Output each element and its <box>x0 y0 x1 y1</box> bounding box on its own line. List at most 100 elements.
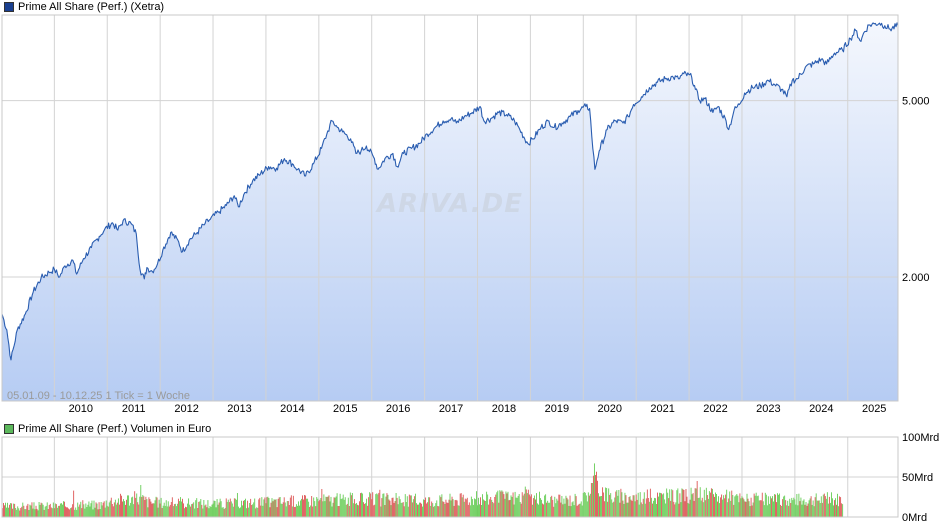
volume-bar <box>575 496 577 517</box>
volume-bar <box>568 505 570 517</box>
volume-bar <box>734 496 736 517</box>
volume-bar <box>555 503 557 517</box>
volume-bar <box>467 504 469 517</box>
volume-bar <box>52 502 54 517</box>
volume-bar <box>727 502 729 517</box>
volume-bar <box>98 502 100 517</box>
volume-bar <box>635 494 637 517</box>
volume-bar <box>229 498 231 517</box>
volume-bar <box>77 502 79 517</box>
volume-bar <box>203 500 205 517</box>
volume-bar <box>182 498 183 517</box>
main-chart-title: Prime All Share (Perf.) (Xetra) <box>18 1 165 13</box>
volume-bar <box>183 503 184 517</box>
volume-bar <box>632 495 634 517</box>
volume-bar <box>320 498 322 517</box>
volume-bar <box>6 507 7 517</box>
volume-bar <box>453 505 455 517</box>
volume-bar <box>396 497 398 517</box>
volume-bar <box>235 499 237 517</box>
volume-bar <box>383 493 385 517</box>
volume-bar <box>764 492 766 517</box>
volume-bar <box>23 505 25 517</box>
volume-bar <box>735 495 737 517</box>
volume-bar <box>318 501 320 517</box>
volume-bar <box>618 490 620 517</box>
volume-bar <box>756 496 758 517</box>
volume-bar <box>264 497 266 517</box>
volume-bar <box>542 503 544 517</box>
volume-bar <box>835 498 836 517</box>
volume-bar <box>187 503 189 517</box>
volume-bar <box>269 507 271 517</box>
volume-bar <box>140 485 142 517</box>
volume-bar <box>802 500 804 517</box>
volume-bar <box>5 502 6 517</box>
volume-bar <box>514 491 516 517</box>
volume-bar <box>248 507 250 517</box>
volume-bar <box>490 497 492 517</box>
volume-bar <box>468 502 470 517</box>
volume-bar <box>541 499 542 517</box>
volume-bar <box>812 500 814 517</box>
volume-bar <box>14 503 16 517</box>
volume-bar <box>125 504 126 517</box>
volume-bar <box>687 502 689 517</box>
volume-bar <box>775 494 776 517</box>
volume-bar <box>337 506 339 517</box>
volume-bar <box>232 506 234 517</box>
volume-bar <box>19 510 21 517</box>
volume-bar <box>722 499 724 517</box>
volume-bar <box>290 495 292 517</box>
volume-bar <box>826 492 828 517</box>
volume-bar <box>684 501 686 517</box>
x-tick-label: 2012 <box>174 403 198 415</box>
volume-bar <box>234 498 236 517</box>
volume-chart-legend: Prime All Share (Perf.) Volumen in Euro <box>4 423 211 435</box>
volume-bar <box>718 496 719 517</box>
volume-bar <box>572 501 574 517</box>
volume-bar <box>748 501 750 517</box>
volume-bar <box>146 499 148 517</box>
x-tick-label: 2023 <box>756 403 780 415</box>
volume-bar <box>530 494 532 517</box>
x-tick-label: 2013 <box>227 403 251 415</box>
volume-bar <box>595 475 596 517</box>
volume-bar <box>36 508 38 517</box>
volume-bar <box>315 506 317 517</box>
volume-bar <box>134 491 136 517</box>
volume-bar <box>117 498 119 517</box>
volume-bar <box>609 494 611 517</box>
volume-bar <box>37 510 39 517</box>
volume-bar <box>95 502 97 517</box>
volume-bar <box>212 503 214 517</box>
volume-bar <box>79 504 81 517</box>
x-tick-label: 2021 <box>650 403 674 415</box>
x-tick-label: 2020 <box>597 403 621 415</box>
volume-bar <box>757 495 759 517</box>
volume-bar <box>516 497 518 517</box>
volume-bar <box>109 500 111 517</box>
volume-bar <box>582 493 584 517</box>
volume-bar <box>324 501 326 517</box>
volume-bar <box>29 504 31 517</box>
volume-bar <box>767 496 769 517</box>
volume-bar <box>456 500 458 517</box>
volume-bar <box>274 499 276 517</box>
volume-bar <box>139 496 141 517</box>
volume-bar <box>289 497 291 517</box>
volume-bar <box>384 505 386 517</box>
volume-bar <box>309 507 311 517</box>
volume-bar <box>186 507 188 517</box>
volume-bar <box>576 505 578 517</box>
volume-bar <box>39 504 41 517</box>
volume-bar <box>738 502 740 517</box>
volume-bar <box>378 492 380 517</box>
volume-bar <box>445 499 447 517</box>
volume-bar <box>531 504 533 517</box>
volume-bar <box>3 503 4 517</box>
volume-bar <box>533 495 535 517</box>
volume-bar <box>160 497 162 517</box>
volume-bar <box>673 501 675 517</box>
volume-bar <box>740 498 742 517</box>
